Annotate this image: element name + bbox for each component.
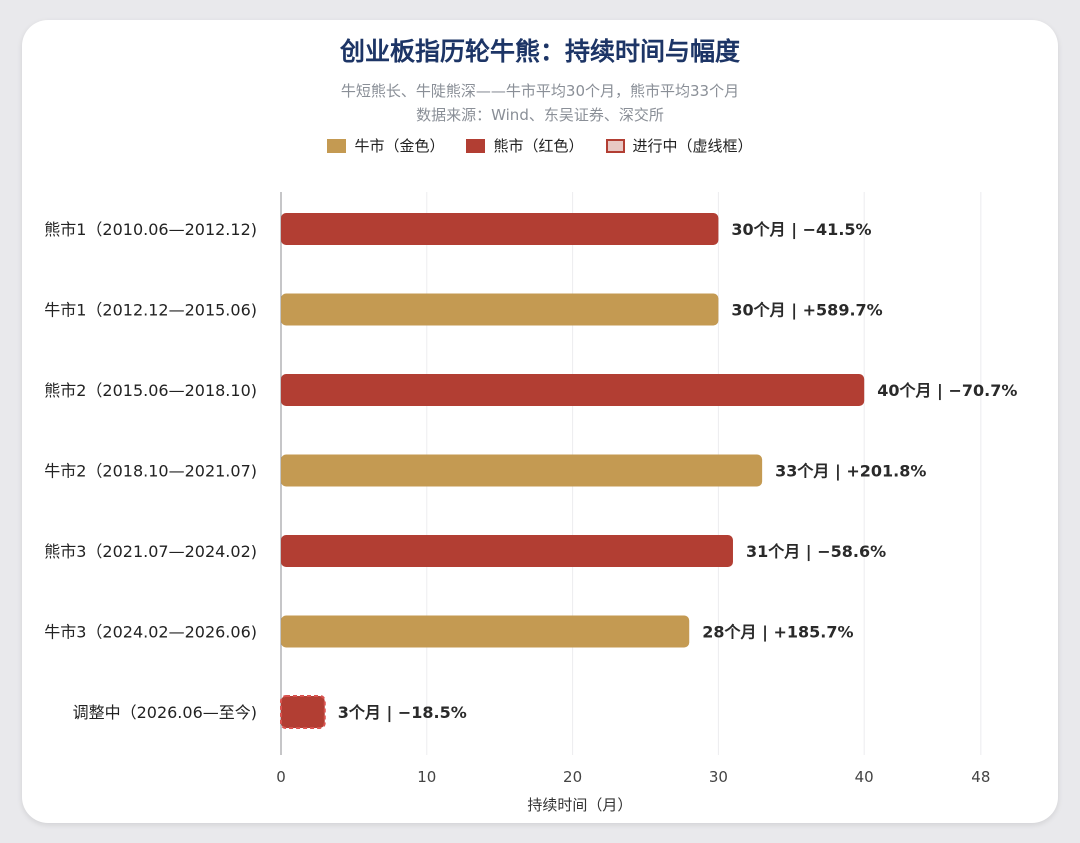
- legend-label-bull: 牛市（金色）: [354, 137, 445, 155]
- bar-6: [281, 615, 690, 648]
- legend-label-bear: 熊市（红色）: [493, 137, 584, 155]
- bar-2: [281, 293, 719, 326]
- data-source-note: 数据来源：Wind、东吴证券、深交所: [416, 106, 664, 124]
- data-label-3: 40个月 | −70.7%: [877, 381, 1017, 401]
- chart-subtitle: 牛短熊长、牛陡熊深——牛市平均30个月，熊市平均33个月: [340, 82, 740, 100]
- x-tick-label-30: 30: [709, 768, 728, 786]
- x-axis-title: 持续时间（月）: [527, 796, 632, 814]
- category-label-7: 调整中（2026.06—至今): [73, 703, 257, 722]
- data-label-7: 3个月 | −18.5%: [338, 703, 467, 723]
- x-tick-label-40: 40: [855, 768, 874, 786]
- legend-label-ongoing: 进行中（虚线框）: [632, 137, 753, 155]
- x-tick-label-48: 48: [971, 768, 990, 786]
- category-label-2: 牛市1（2012.12—2015.06): [44, 301, 257, 320]
- legend-item-bear: 熊市（红色）: [466, 135, 584, 156]
- bar-4: [281, 454, 763, 487]
- legend-item-ongoing: 进行中（虚线框）: [605, 135, 753, 156]
- x-tick-label-10: 10: [417, 768, 436, 786]
- data-label-6: 28个月 | +185.7%: [702, 623, 853, 643]
- data-label-2: 30个月 | +589.7%: [731, 301, 882, 321]
- data-label-5: 31个月 | −58.6%: [746, 542, 886, 562]
- category-label-6: 牛市3（2024.02—2026.06): [44, 623, 257, 642]
- category-label-1: 熊市1（2010.06—2012.12): [44, 220, 257, 239]
- x-tick-label-20: 20: [563, 768, 582, 786]
- legend-swatch-ongoing: [605, 138, 625, 153]
- legend-swatch-bull: [327, 138, 347, 153]
- category-label-3: 熊市2（2015.06—2018.10): [44, 381, 257, 400]
- category-label-4: 牛市2（2018.10—2021.07): [44, 462, 257, 481]
- chart-title: 创业板指历轮牛熊：持续时间与幅度: [339, 37, 740, 66]
- legend-swatch-bear: [466, 138, 486, 153]
- chart-card: [22, 20, 1058, 823]
- legend: 牛市（金色） 熊市（红色） 进行中（虚线框）: [0, 135, 1080, 156]
- bar-3: [281, 374, 865, 406]
- bar-7: [280, 695, 326, 729]
- bar-5: [281, 535, 733, 567]
- legend-item-bull: 牛市（金色）: [327, 135, 444, 156]
- data-label-4: 33个月 | +201.8%: [775, 462, 926, 482]
- bar-1: [281, 213, 719, 245]
- data-label-1: 30个月 | −41.5%: [731, 220, 871, 240]
- category-label-5: 熊市3（2021.07—2024.02): [44, 542, 257, 561]
- x-tick-label-0: 0: [276, 768, 286, 786]
